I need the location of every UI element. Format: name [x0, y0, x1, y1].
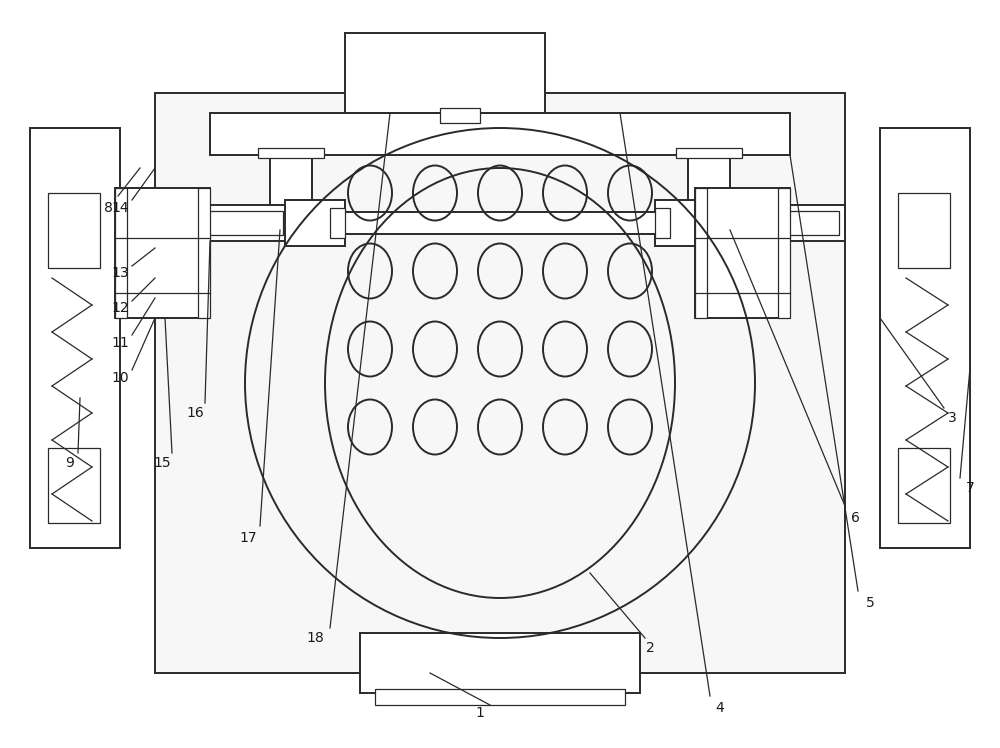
Bar	[676, 148, 742, 158]
Bar	[898, 448, 950, 523]
Bar	[115, 188, 210, 318]
Bar	[270, 152, 312, 230]
Bar	[115, 188, 127, 318]
Bar	[258, 148, 324, 158]
Text: 7: 7	[966, 481, 974, 495]
Bar	[718, 211, 839, 235]
Bar	[340, 212, 660, 234]
Bar	[710, 205, 845, 241]
Bar	[655, 208, 670, 238]
Bar	[655, 200, 715, 246]
Text: 17: 17	[239, 531, 257, 545]
Bar	[198, 188, 210, 318]
Bar	[48, 193, 100, 268]
Text: 3: 3	[948, 411, 956, 425]
Text: 8: 8	[104, 201, 112, 215]
Bar	[155, 93, 845, 673]
Bar	[360, 633, 640, 693]
Bar	[778, 188, 790, 318]
Text: 5: 5	[866, 596, 874, 610]
Text: 9: 9	[66, 456, 74, 470]
Bar	[695, 188, 707, 318]
Bar	[30, 128, 120, 548]
Text: 16: 16	[186, 406, 204, 420]
Text: 1: 1	[476, 706, 484, 720]
Bar	[898, 193, 950, 268]
Text: 14: 14	[111, 201, 129, 215]
Bar	[880, 128, 970, 548]
Text: 18: 18	[306, 631, 324, 645]
Bar	[330, 208, 345, 238]
Text: 10: 10	[111, 371, 129, 385]
Text: 11: 11	[111, 336, 129, 350]
Bar	[688, 152, 730, 230]
Text: 12: 12	[111, 301, 129, 315]
Bar	[162, 211, 283, 235]
Bar	[440, 108, 480, 123]
Bar	[345, 33, 545, 113]
Bar	[155, 205, 290, 241]
Bar	[48, 448, 100, 523]
Text: 4: 4	[716, 701, 724, 715]
Text: 15: 15	[153, 456, 171, 470]
Text: 13: 13	[111, 266, 129, 280]
Bar	[695, 188, 790, 318]
Text: 2: 2	[646, 641, 654, 655]
Bar	[676, 225, 742, 235]
Text: 6: 6	[851, 511, 859, 525]
Bar	[258, 225, 324, 235]
Bar	[210, 113, 790, 155]
Bar	[375, 689, 625, 705]
Bar	[285, 200, 345, 246]
